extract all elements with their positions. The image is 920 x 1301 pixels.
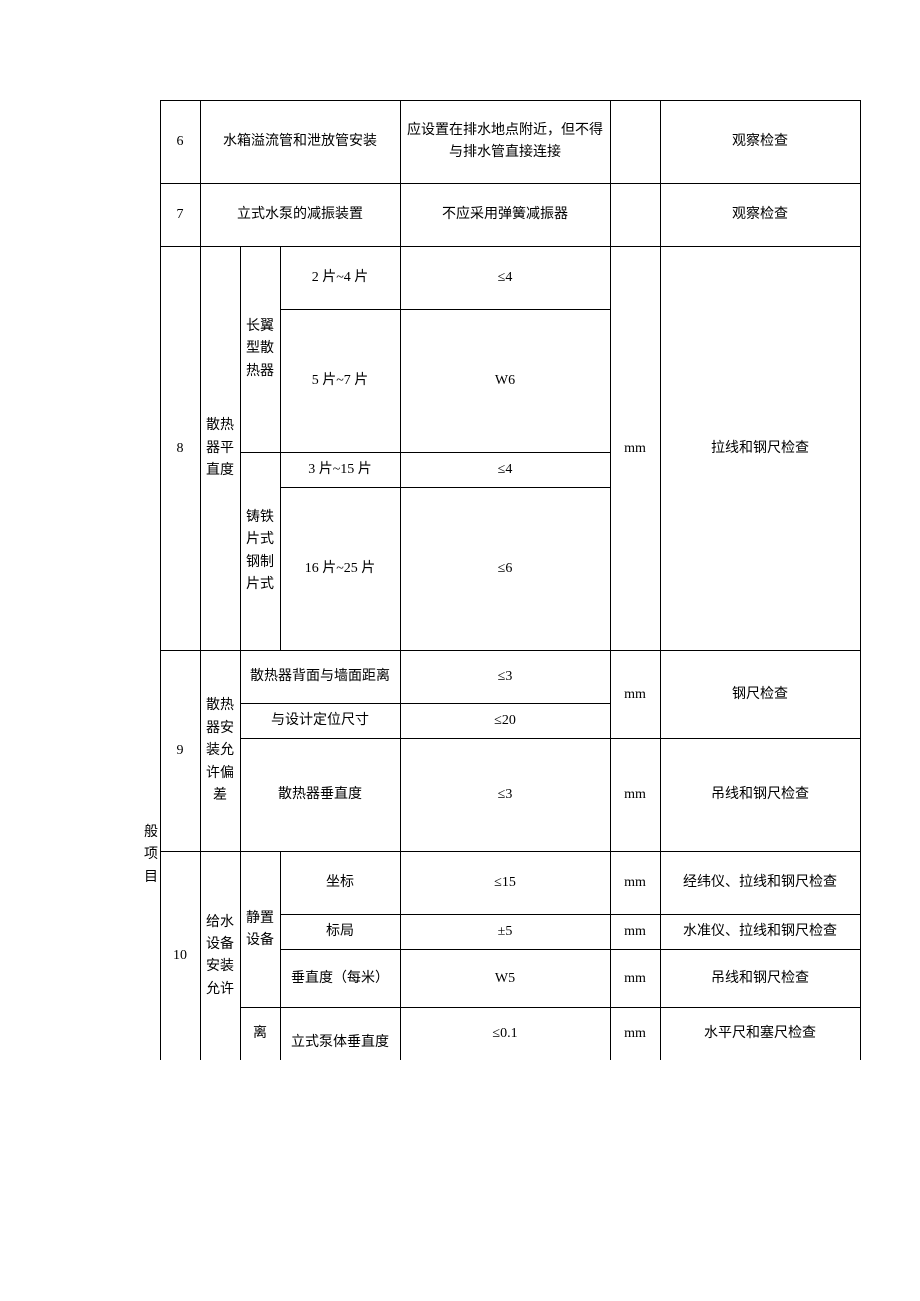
section-col-upper <box>140 101 160 184</box>
row8-a1-item: 2 片~4 片 <box>280 247 400 310</box>
row10-b-item: 标局 <box>280 915 400 950</box>
row8-b2-item: 16 片~25 片 <box>280 488 400 651</box>
row8-b2-req: ≤6 <box>400 488 610 651</box>
row10-b-method: 水准仪、拉线和钢尺检查 <box>660 915 860 950</box>
row8-a1-req: ≤4 <box>400 247 610 310</box>
row9-c-req: ≤3 <box>400 739 610 852</box>
row8-unit: mm <box>610 247 660 651</box>
row10-a-req: ≤15 <box>400 852 610 915</box>
row10-b-unit: mm <box>610 915 660 950</box>
row8-subB: 铸铁片式钢制片式 <box>240 453 280 651</box>
row9-method-ab: 钢尺检查 <box>660 651 860 739</box>
row8-a2-req: W6 <box>400 310 610 453</box>
row9-group: 散热器安装允许偏差 <box>200 651 240 852</box>
row10-a-item: 坐标 <box>280 852 400 915</box>
row10-c-method: 吊线和钢尺检查 <box>660 950 860 1008</box>
section-label: 般项目 <box>140 651 160 1061</box>
row9-c-unit: mm <box>610 739 660 852</box>
section-col-upper4 <box>140 310 160 453</box>
row9-unit-ab: mm <box>610 651 660 739</box>
section-col-upper3 <box>140 247 160 310</box>
row10-a-method: 经纬仪、拉线和钢尺检查 <box>660 852 860 915</box>
row7-item: 立式水泵的减振装置 <box>200 184 400 247</box>
row9-b-item: 与设计定位尺寸 <box>240 704 400 739</box>
row6-req: 应设置在排水地点附近，但不得与排水管直接连接 <box>400 101 610 184</box>
row10-d-item: 立式泵体垂直度 <box>280 1008 400 1061</box>
row7-method: 观察检查 <box>660 184 860 247</box>
row8-group: 散热器平直度 <box>200 247 240 651</box>
row10-b-req: ±5 <box>400 915 610 950</box>
row7-req: 不应采用弹簧减振器 <box>400 184 610 247</box>
row10-d-unit: mm <box>610 1008 660 1061</box>
row10-c-unit: mm <box>610 950 660 1008</box>
row7-unit <box>610 184 660 247</box>
row8-subA: 长翼型散热器 <box>240 247 280 453</box>
row9-num: 9 <box>160 651 200 852</box>
row10-d-req: ≤0.1 <box>400 1008 610 1061</box>
row8-b1-item: 3 片~15 片 <box>280 453 400 488</box>
row8-b1-req: ≤4 <box>400 453 610 488</box>
row6-method: 观察检查 <box>660 101 860 184</box>
row10-c-item: 垂直度（每米） <box>280 950 400 1008</box>
section-col-upper2 <box>140 184 160 247</box>
row6-num: 6 <box>160 101 200 184</box>
row9-c-method: 吊线和钢尺检查 <box>660 739 860 852</box>
row8-method: 拉线和钢尺检查 <box>660 247 860 651</box>
row10-a-unit: mm <box>610 852 660 915</box>
spec-table: 6 水箱溢流管和泄放管安装 应设置在排水地点附近，但不得与排水管直接连接 观察检… <box>140 100 861 1060</box>
row9-a-req: ≤3 <box>400 651 610 704</box>
row8-num: 8 <box>160 247 200 651</box>
row9-a-item: 散热器背面与墙面距离 <box>240 651 400 704</box>
row10-subA: 静置设备 <box>240 852 280 1008</box>
section-col-upper5 <box>140 453 160 488</box>
row9-c-item: 散热器垂直度 <box>240 739 400 852</box>
row7-num: 7 <box>160 184 200 247</box>
section-col-upper6 <box>140 488 160 651</box>
row10-subB: 离 <box>240 1008 280 1061</box>
row8-a2-item: 5 片~7 片 <box>280 310 400 453</box>
row10-num: 10 <box>160 852 200 1061</box>
row10-group: 给水设备安装允许 <box>200 852 240 1061</box>
row6-item: 水箱溢流管和泄放管安装 <box>200 101 400 184</box>
row9-b-req: ≤20 <box>400 704 610 739</box>
row10-d-method: 水平尺和塞尺检查 <box>660 1008 860 1061</box>
row10-c-req: W5 <box>400 950 610 1008</box>
row6-unit <box>610 101 660 184</box>
